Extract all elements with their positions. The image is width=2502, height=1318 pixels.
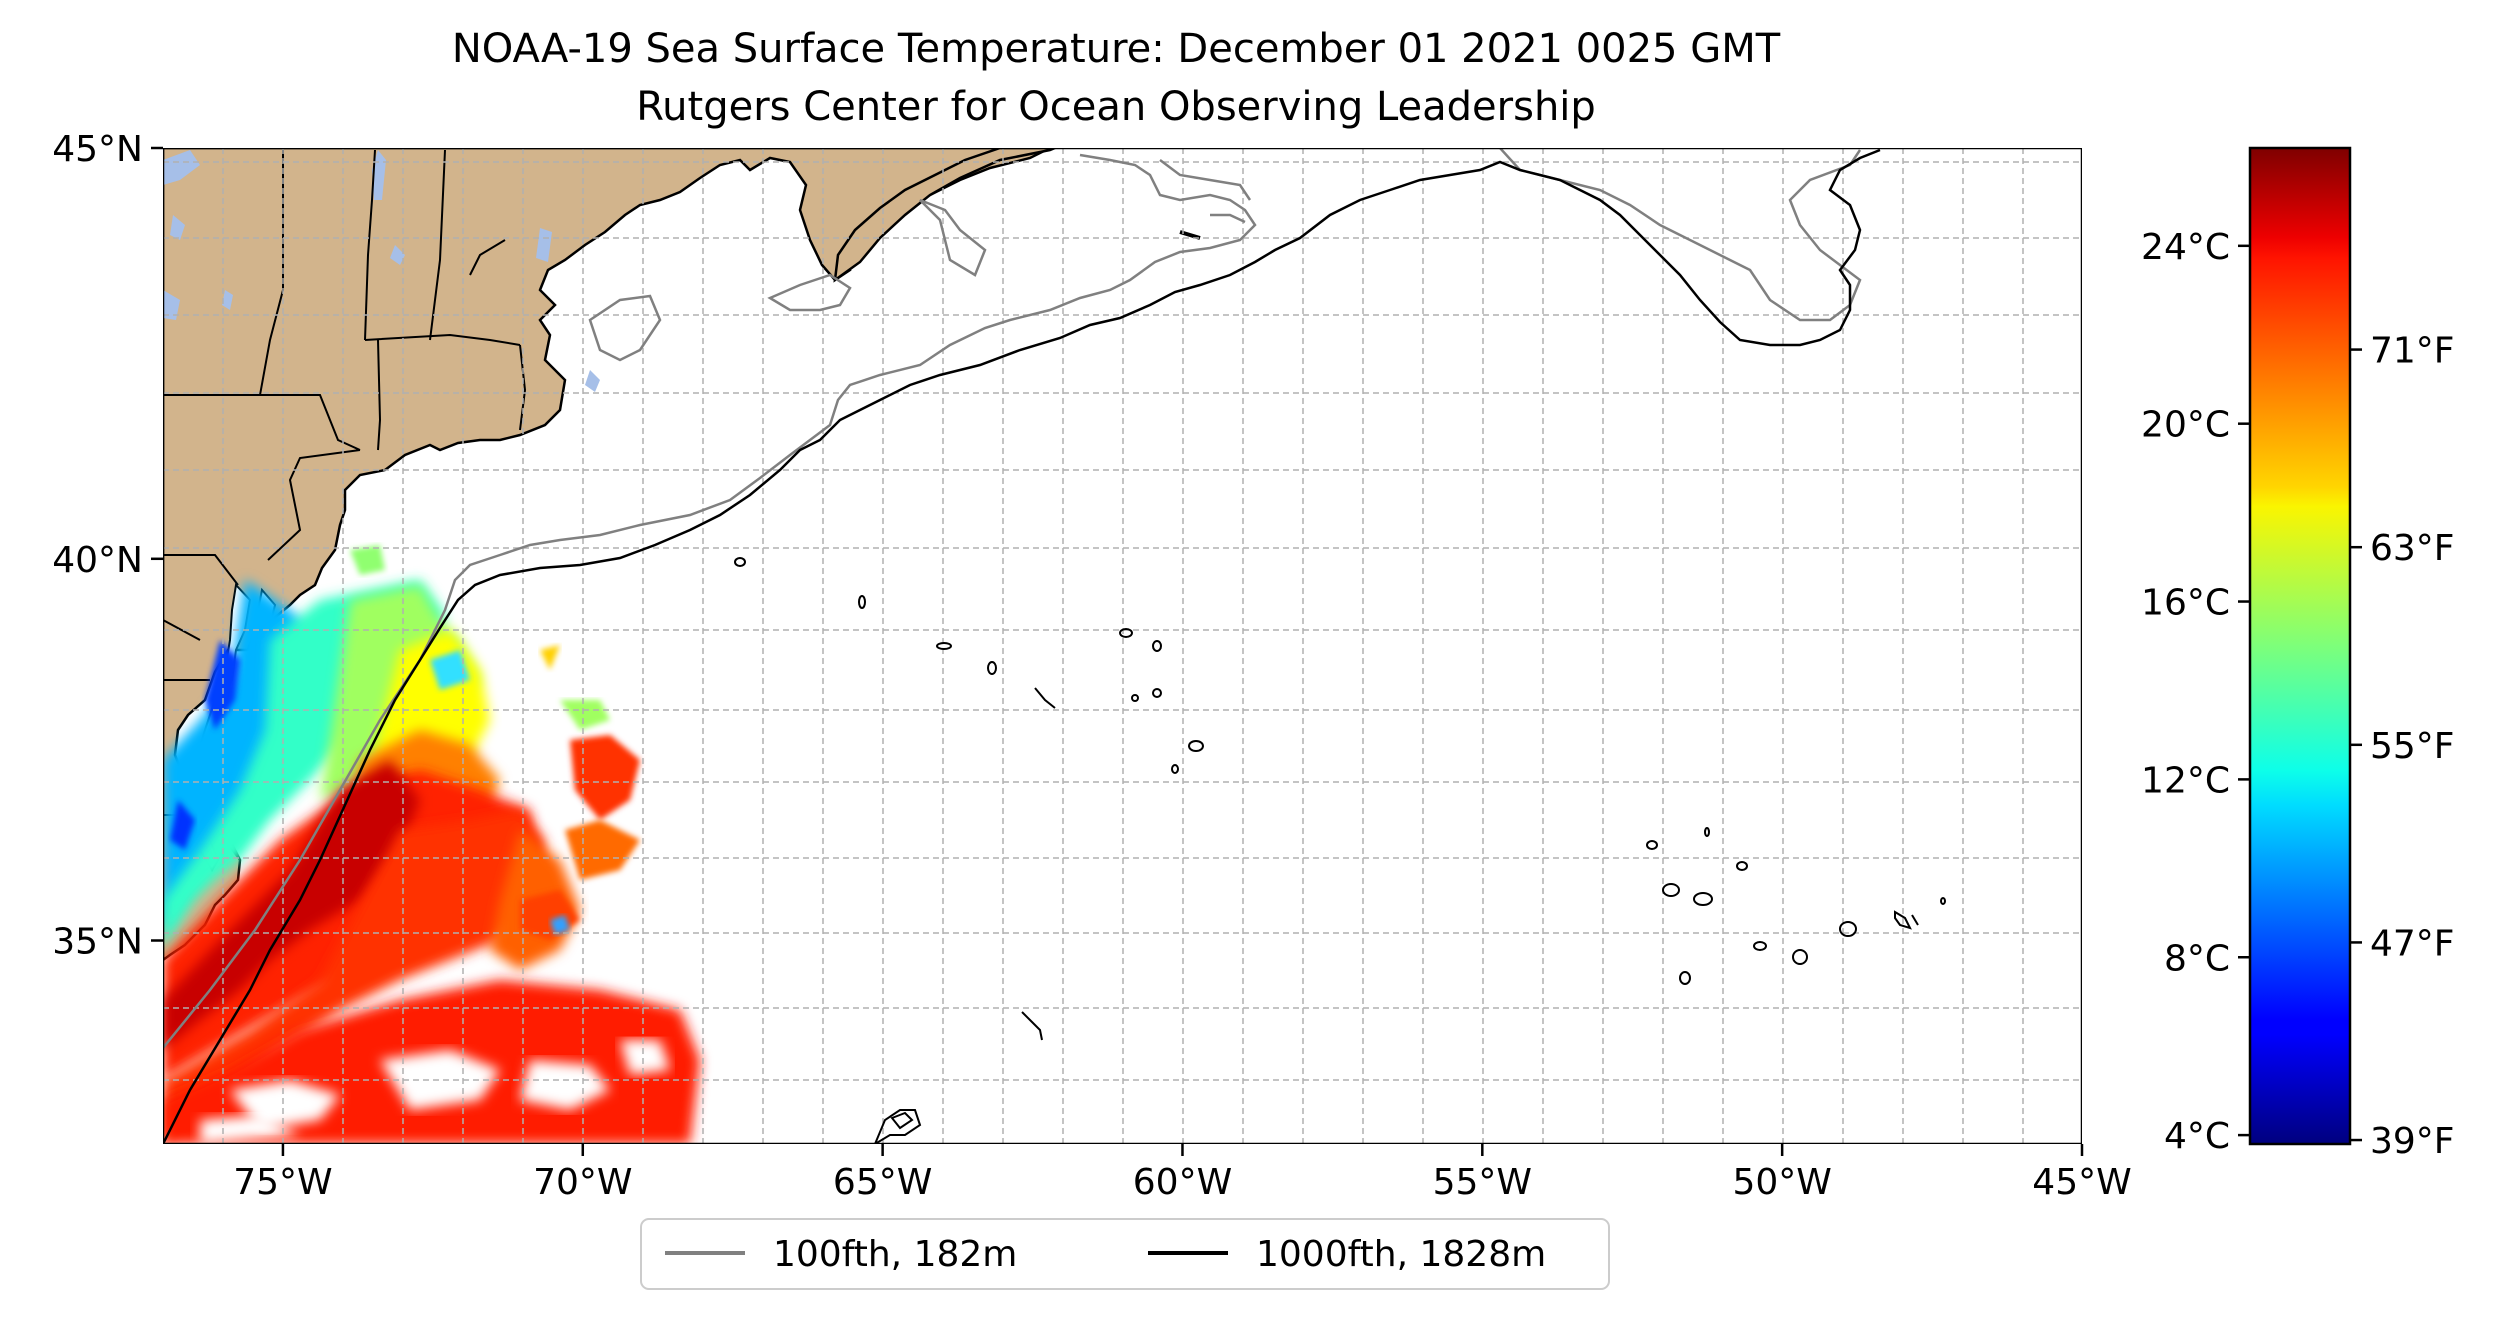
title-line-2: Rutgers Center for Ocean Observing Leade… [636, 84, 1596, 130]
y-tick-label: 45°N [52, 129, 143, 170]
sst-field [163, 545, 700, 1144]
x-tick-label: 75°W [233, 1162, 332, 1203]
colorbar-celsius-label: 16°C [2141, 583, 2230, 624]
legend-label-100fth: 100fth, 182m [773, 1234, 1017, 1275]
y-axis-ticks: 45°N 40°N 35°N [52, 129, 163, 963]
colorbar-celsius-label: 20°C [2141, 405, 2230, 446]
colorbar-fahrenheit-label: 47°F [2370, 923, 2455, 964]
colorbar-celsius-label: 24°C [2141, 227, 2230, 268]
colorbar-fahrenheit-label: 39°F [2370, 1121, 2455, 1162]
colorbar-celsius-label: 4°C [2164, 1116, 2230, 1157]
isobath-100fth [163, 148, 1862, 1049]
x-tick-label: 45°W [2032, 1162, 2131, 1203]
colorbar: 4°C 8°C 12°C 16°C 20°C 24°C 39°F 47°F 55°F 63°F 7… [2141, 146, 2455, 1162]
colorbar-celsius-label: 12°C [2141, 760, 2230, 801]
legend-label-1000fth: 1000fth, 1828m [1256, 1234, 1546, 1275]
map-panel [163, 148, 2082, 1144]
legend: 100fth, 182m 1000fth, 1828m [640, 1218, 1610, 1290]
colorbar-fahrenheit-label: 63°F [2370, 528, 2455, 569]
title-line-1: NOAA-19 Sea Surface Temperature: Decembe… [452, 26, 1781, 72]
x-tick-label: 65°W [833, 1162, 932, 1203]
colorbar-fahrenheit-label: 55°F [2370, 726, 2455, 767]
x-tick-label: 70°W [533, 1162, 632, 1203]
colorbar-celsius-ticks: 4°C 8°C 12°C 16°C 20°C 24°C [2141, 227, 2250, 1157]
x-tick-label: 50°W [1732, 1162, 1831, 1203]
y-tick-label: 40°N [52, 540, 143, 581]
nova-scotia [833, 148, 1056, 283]
x-tick-label: 55°W [1433, 1162, 1532, 1203]
x-tick-label: 60°W [1133, 1162, 1232, 1203]
colorbar-fahrenheit-label: 71°F [2370, 331, 2455, 372]
seamounts [734, 557, 1946, 1144]
colorbar-fahrenheit-ticks: 39°F 47°F 55°F 63°F 71°F [2350, 331, 2455, 1162]
colorbar-gradient [2248, 146, 2352, 1146]
isobath-1000fth [163, 148, 1881, 1144]
x-axis-ticks: 75°W 70°W 65°W 60°W 55°W 50°W 45°W [233, 1144, 2132, 1203]
colorbar-celsius-label: 8°C [2164, 938, 2230, 979]
y-tick-label: 35°N [52, 922, 143, 963]
